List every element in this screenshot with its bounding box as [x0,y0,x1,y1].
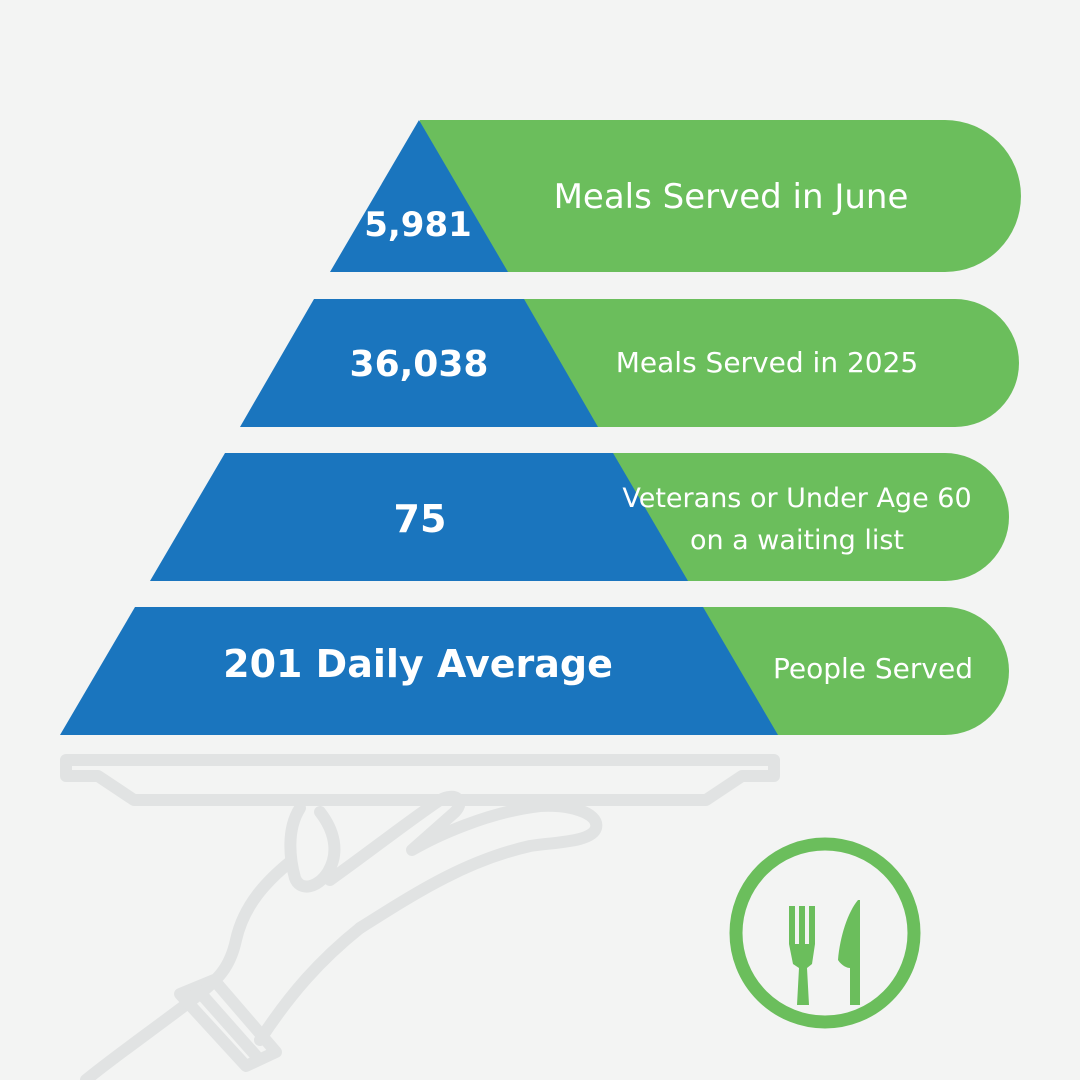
fork-and-knife-icon [729,837,921,1029]
tier-meals-june: 5,981 Meals Served in June [330,120,1021,272]
hand-holding-tray-icon [60,754,780,1080]
pyramid-segment [240,299,598,427]
tier-label: Meals Served in 2025 [616,346,918,379]
tier-waiting-list: 75 Veterans or Under Age 60 on a waiting… [150,453,1009,581]
tier-value: 5,981 [364,205,472,245]
tier-daily-average: 201 Daily Average People Served [60,607,1009,735]
tier-value: 201 Daily Average [223,642,613,686]
tier-meals-2025: 36,038 Meals Served in 2025 [240,299,1019,427]
tier-label-line-2: on a waiting list [690,525,904,556]
tier-label-line-1: Veterans or Under Age 60 [622,483,971,514]
tier-label: Meals Served in June [554,177,909,217]
tier-label: People Served [773,652,973,685]
green-label-band [420,120,1021,272]
tier-value: 36,038 [350,344,489,385]
pyramid-segment [330,120,508,272]
pyramid-segment [60,607,778,735]
pyramid-segment [150,453,688,581]
tier-value: 75 [394,497,447,541]
